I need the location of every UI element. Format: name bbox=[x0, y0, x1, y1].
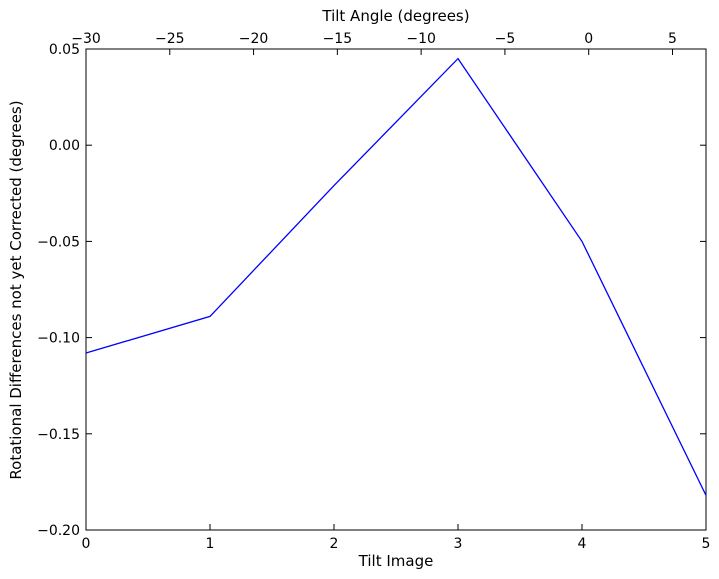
series-line-0 bbox=[85, 57, 707, 496]
top-tick-label: −25 bbox=[155, 31, 185, 47]
top-tick-label: −20 bbox=[239, 31, 269, 47]
y-tick-label: −0.20 bbox=[37, 523, 80, 539]
top-tick-label: 5 bbox=[668, 31, 677, 47]
x-tick-label: 2 bbox=[330, 536, 339, 552]
y-tick-label: −0.10 bbox=[37, 331, 80, 347]
x-axis-title: Tilt Image bbox=[358, 552, 434, 570]
plot-area bbox=[85, 48, 707, 531]
top-tick-label: 0 bbox=[584, 31, 593, 47]
x-tick-label: 1 bbox=[206, 536, 215, 552]
x-tick-label: 5 bbox=[702, 536, 711, 552]
tick-layer bbox=[85, 48, 707, 531]
x-tick-label: 3 bbox=[454, 536, 463, 552]
x-tick-label: 4 bbox=[578, 536, 587, 552]
y-tick-label: 0.05 bbox=[49, 42, 80, 58]
top-axis-title: Tilt Angle (degrees) bbox=[321, 7, 469, 25]
top-tick-label: −10 bbox=[406, 31, 436, 47]
y-tick-label: 0.00 bbox=[49, 138, 80, 154]
top-tick-label: −15 bbox=[323, 31, 353, 47]
top-tick-label: −5 bbox=[495, 31, 516, 47]
tick-label-layer: 0 1 2 3 4 5 −30 −25 −20 −15 −10 −5 0 5 −0.20 −0.15 −0.10… bbox=[37, 31, 710, 552]
x-tick-label: 0 bbox=[82, 536, 91, 552]
y-axis-title: Rotational Differences not yet Corrected… bbox=[7, 100, 25, 479]
y-tick-label: −0.15 bbox=[37, 427, 80, 443]
top-tick-label: −30 bbox=[71, 31, 101, 47]
y-tick-label: −0.05 bbox=[37, 234, 80, 250]
series-layer bbox=[85, 57, 707, 496]
